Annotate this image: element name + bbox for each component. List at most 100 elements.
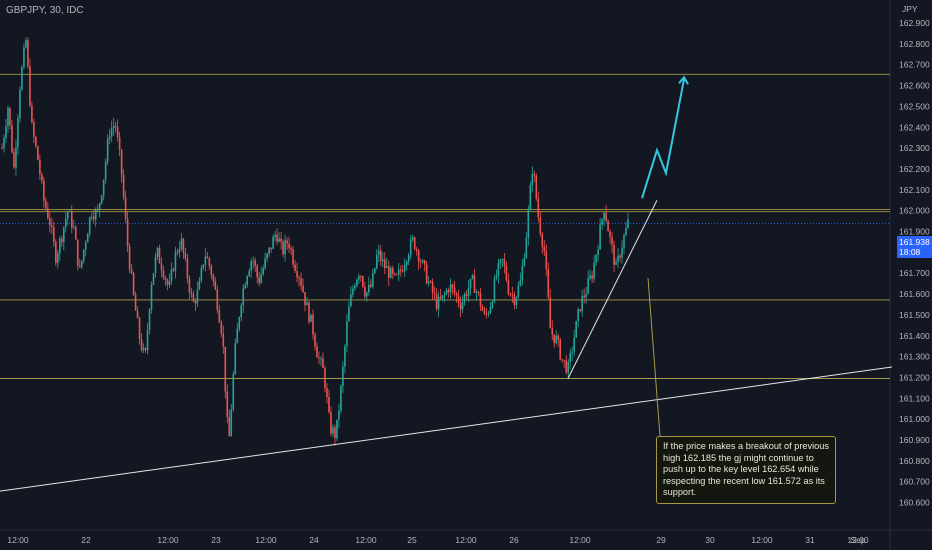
price-tick-label: 161.600 <box>899 289 930 299</box>
candle-body <box>298 277 300 279</box>
candle-body <box>433 293 436 295</box>
candle-body <box>417 250 420 262</box>
candle-body <box>148 309 151 331</box>
candle-body <box>615 261 617 265</box>
candle-body <box>439 296 442 299</box>
time-tick-label: 23 <box>211 535 221 545</box>
candle-body <box>260 274 262 283</box>
candle-body <box>569 353 571 362</box>
candle-body <box>551 328 554 335</box>
candle-body <box>405 261 408 266</box>
candle-body <box>324 368 326 389</box>
candle-body <box>441 295 444 299</box>
candle-body <box>342 366 344 387</box>
candle-body <box>256 265 258 278</box>
candle-body <box>280 238 282 242</box>
candle-body <box>485 313 488 315</box>
candle-body <box>451 284 454 288</box>
candle-body <box>334 427 336 439</box>
candle-body <box>310 314 312 322</box>
candle-body <box>220 322 223 334</box>
time-tick-label: Sep <box>850 535 865 545</box>
candle-body <box>234 343 237 374</box>
candle-body <box>475 291 478 293</box>
candle-body <box>379 250 382 262</box>
candle-body <box>419 261 422 263</box>
candle-body <box>51 225 53 227</box>
candle-body <box>23 47 25 68</box>
candle-body <box>469 278 472 289</box>
candle-body <box>258 277 260 283</box>
candle-body <box>264 258 266 269</box>
candle-body <box>130 269 133 274</box>
candle-body <box>601 219 603 225</box>
candle-body <box>37 146 39 161</box>
candle-body <box>224 346 227 392</box>
candle-body <box>557 335 560 340</box>
candle-body <box>467 288 470 296</box>
horizontal-levels <box>0 73 890 379</box>
candle-body <box>25 40 27 48</box>
time-axis[interactable]: 12:00 22 12:00 23 12:00 24 12:00 25 12:00 26 12:00… <box>7 535 869 545</box>
candle-body <box>517 285 520 298</box>
candle-body <box>539 217 542 234</box>
candle-body <box>132 273 135 295</box>
candle-body <box>306 302 308 306</box>
candle-body <box>621 247 623 258</box>
candle-body <box>519 280 522 286</box>
candle-body <box>208 258 211 266</box>
candle-body <box>136 310 139 319</box>
candle-body <box>278 238 280 242</box>
candle-body <box>553 334 556 344</box>
candle-body <box>555 335 558 344</box>
candle-body <box>296 271 298 278</box>
time-tick-label: 30 <box>705 535 715 545</box>
symbol-label[interactable]: GBPJPY, 30, IDC <box>6 5 84 16</box>
candle-body <box>1 148 3 149</box>
note-connector <box>647 277 661 437</box>
candle-body <box>415 248 418 251</box>
candle-body <box>236 329 239 344</box>
candle-body <box>78 265 81 267</box>
candle-body <box>455 293 458 296</box>
candle-body <box>505 265 508 281</box>
candle-body <box>593 262 595 279</box>
candle-body <box>268 247 270 254</box>
candle-body <box>39 160 41 175</box>
candle-body <box>471 275 474 279</box>
candle-body <box>376 254 378 269</box>
candle-body <box>545 251 548 269</box>
candle-body <box>13 152 15 168</box>
candle-body <box>246 276 249 286</box>
candle-body <box>64 218 67 228</box>
candle-body <box>619 255 621 258</box>
price-tick-label: 162.400 <box>899 122 930 132</box>
candle-body <box>248 271 251 277</box>
candle-body <box>389 267 392 279</box>
candle-body <box>138 318 141 340</box>
price-tick-label: 162.500 <box>899 101 930 111</box>
candle-body <box>364 286 366 297</box>
candle-body <box>27 40 29 67</box>
candle-body <box>330 412 332 434</box>
annotation-note[interactable]: If the price makes a breakout of previou… <box>656 436 836 504</box>
candle-body <box>453 287 456 294</box>
candle-body <box>429 281 432 283</box>
candle-body <box>7 107 9 127</box>
candle-body <box>96 209 99 211</box>
candle-body <box>599 224 601 250</box>
candle-body <box>184 252 187 259</box>
candle-body <box>457 295 460 304</box>
price-tick-label: 162.000 <box>899 206 930 216</box>
candle-body <box>88 217 91 235</box>
candle-body <box>463 294 466 303</box>
candle-body <box>623 235 625 248</box>
candle-body <box>178 248 181 253</box>
time-tick-label: 22 <box>81 535 91 545</box>
candle-body <box>411 237 414 240</box>
candle-body <box>368 284 370 293</box>
candle-body <box>63 227 65 243</box>
time-tick-label: 12:00 <box>255 535 277 545</box>
candle-body <box>176 251 179 253</box>
candle-body <box>112 125 115 129</box>
